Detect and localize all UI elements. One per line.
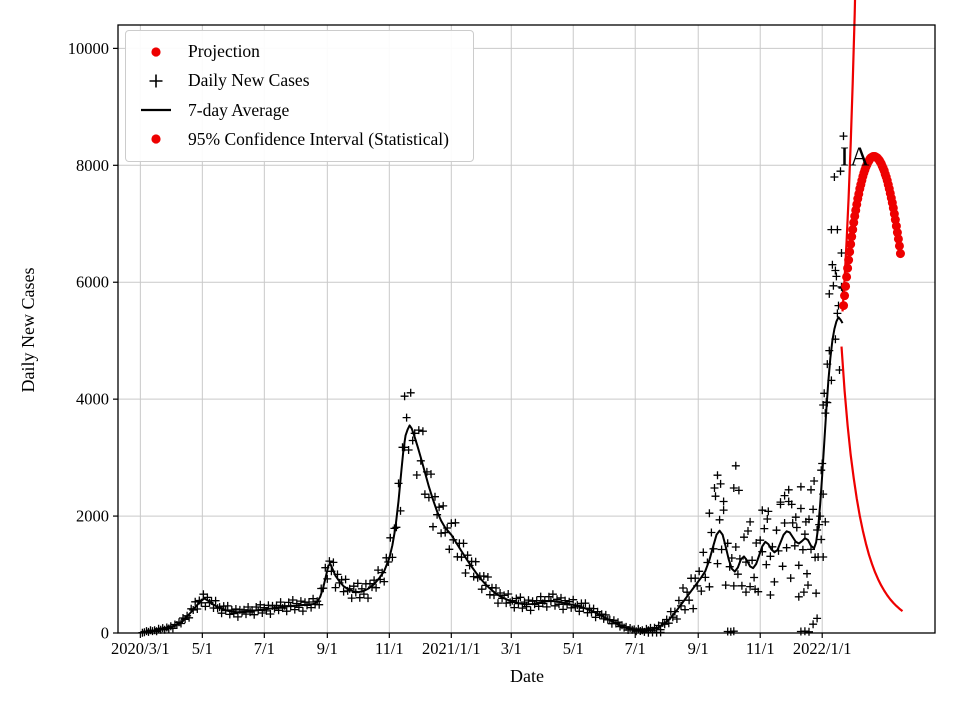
y-tick-label: 0 xyxy=(101,624,109,643)
y-axis-label: Daily New Cases xyxy=(18,267,38,393)
legend-marker-line-icon xyxy=(136,102,176,118)
ci-lower-line xyxy=(840,346,904,612)
y-tick-label: 4000 xyxy=(76,390,109,409)
legend-item: 7-day Average xyxy=(136,99,449,120)
axes: 0 2000 4000 6000 8000 10000 2020/3/1 5/1 7/1 9/1 1… xyxy=(68,24,936,658)
y-tick-label: 6000 xyxy=(76,273,109,292)
legend-item: Daily New Cases xyxy=(136,70,449,91)
legend-item: 95% Confidence Interval (Statistical) xyxy=(136,128,449,149)
x-axis-label: Date xyxy=(510,666,544,686)
legend-item: Projection xyxy=(136,41,449,61)
y-tick-label: 10000 xyxy=(68,39,109,58)
x-tick-label: 11/1 xyxy=(746,639,775,658)
x-tick-label: 2022/1/1 xyxy=(793,639,852,658)
x-tick-label: 7/1 xyxy=(254,639,275,658)
legend-marker-dot-icon xyxy=(136,131,176,147)
legend-item-label: 7-day Average xyxy=(188,99,290,120)
legend-item-label: 95% Confidence Interval (Statistical) xyxy=(188,128,449,149)
x-tick-label: 5/1 xyxy=(563,639,584,658)
x-tick-label: 3/1 xyxy=(501,639,522,658)
x-tick-label: 2021/1/1 xyxy=(422,639,481,658)
x-tick-label: 9/1 xyxy=(688,639,709,658)
x-tick-label: 9/1 xyxy=(317,639,338,658)
projection-dots xyxy=(839,152,905,311)
confidence-interval-lines xyxy=(840,0,904,612)
x-tick-label: 2020/3/1 xyxy=(111,639,170,658)
x-tick-label: 5/1 xyxy=(192,639,213,658)
legend-marker-plus-icon xyxy=(136,73,176,89)
annotation-text: I xyxy=(840,142,849,172)
chart-legend: Projection Daily New Cases 7-day Average 95… xyxy=(125,30,474,162)
legend-item-label: Daily New Cases xyxy=(188,70,310,91)
legend-marker-dot-icon xyxy=(136,44,176,60)
x-tick-label: 11/1 xyxy=(375,639,404,658)
y-tick-label: 2000 xyxy=(76,507,109,526)
annotation-text: A xyxy=(850,142,870,172)
daily-new-cases-scatter xyxy=(138,132,848,637)
y-tick-label: 8000 xyxy=(76,156,109,175)
x-tick-label: 7/1 xyxy=(625,639,646,658)
legend-item-label: Projection xyxy=(188,41,260,61)
